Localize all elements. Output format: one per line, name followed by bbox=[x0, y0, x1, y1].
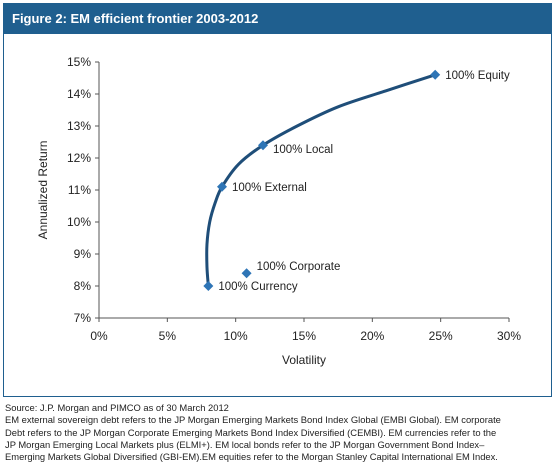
point-marker bbox=[430, 69, 441, 80]
x-tick-label: 5% bbox=[159, 329, 177, 343]
source-notes: Source: J.P. Morgan and PIMCO as of 30 M… bbox=[5, 402, 550, 463]
point-marker bbox=[258, 140, 268, 151]
point-label: 100% Corporate bbox=[257, 261, 341, 273]
x-tick-label: 15% bbox=[292, 329, 316, 343]
y-tick-label: 8% bbox=[74, 279, 92, 293]
x-tick-label: 25% bbox=[429, 329, 453, 343]
point-label: 100% Local bbox=[273, 144, 333, 156]
point-label: 100% Equity bbox=[445, 70, 510, 82]
source-line: Emerging Markets Global Diversified (GBI… bbox=[5, 451, 498, 463]
y-tick-label: 7% bbox=[74, 311, 92, 325]
source-line: Source: J.P. Morgan and PIMCO as of 30 M… bbox=[5, 402, 229, 413]
x-axis-label: Volatility bbox=[282, 353, 326, 367]
point-label: 100% External bbox=[232, 182, 307, 194]
chart-area: 7% 8% 9% 10% 11% 12% 13% 14% 15% 0% 5% 10% 15% 20% 25%… bbox=[36, 55, 521, 367]
point-marker bbox=[203, 281, 214, 291]
y-tick-label: 11% bbox=[68, 183, 91, 197]
source-line: Debt refers to the JP Morgan Corporate E… bbox=[5, 426, 497, 438]
source-line: JP Morgan Emerging Local Markets plus (E… bbox=[5, 438, 485, 450]
figure-panel: Figure 2: EM efficient frontier 2003-201… bbox=[3, 3, 552, 397]
x-tick-label: 10% bbox=[224, 329, 248, 343]
y-tick-label: 14% bbox=[67, 87, 91, 101]
x-tick-label: 20% bbox=[360, 329, 384, 343]
efficient-frontier-line bbox=[205, 73, 437, 288]
source-line: EM external sovereign debt refers to the… bbox=[5, 414, 501, 426]
x-tick-label: 30% bbox=[497, 329, 521, 343]
y-tick-label: 13% bbox=[67, 119, 91, 133]
figure-title: Figure 2: EM efficient frontier 2003-201… bbox=[4, 4, 551, 34]
y-tick-label: 9% bbox=[74, 247, 92, 261]
point-marker bbox=[241, 268, 252, 279]
point-marker bbox=[217, 181, 227, 192]
y-tick-label: 15% bbox=[67, 55, 91, 69]
y-tick-label: 12% bbox=[67, 151, 91, 165]
y-tick-label: 10% bbox=[67, 215, 91, 229]
x-tick-label: 0% bbox=[90, 329, 108, 343]
point-label: 100% Currency bbox=[218, 281, 298, 293]
y-axis-label: Annualized Return bbox=[36, 141, 50, 240]
